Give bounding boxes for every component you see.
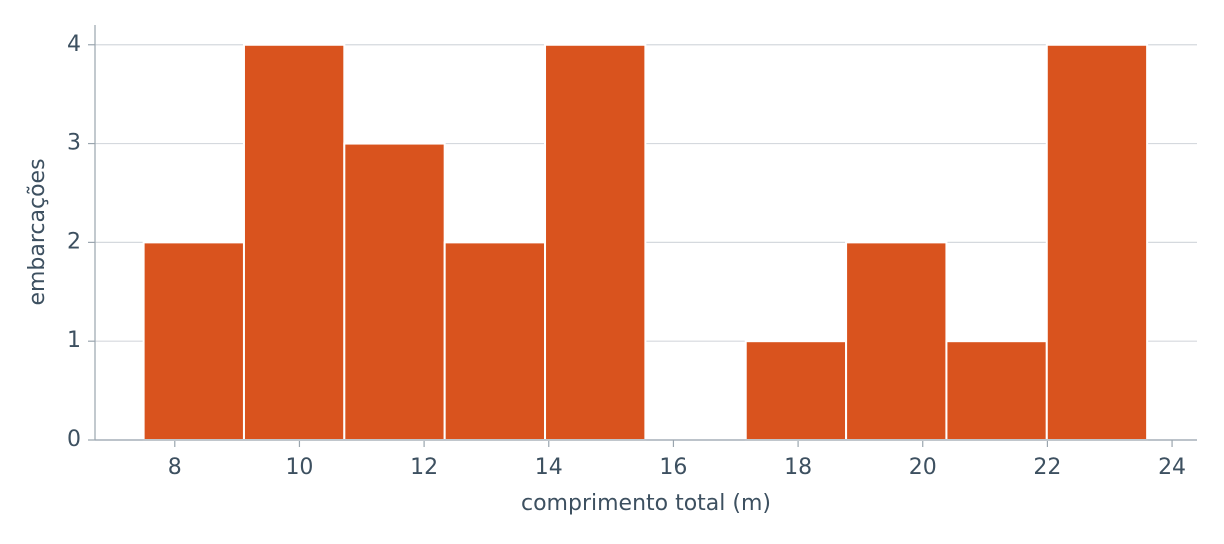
y-tick-label: 0 xyxy=(67,427,81,452)
bar xyxy=(443,241,547,441)
x-tick-label: 18 xyxy=(784,455,812,480)
x-axis-label: comprimento total (m) xyxy=(521,491,771,516)
bar xyxy=(343,142,446,441)
y-tick-label: 2 xyxy=(67,229,81,254)
bar xyxy=(142,241,245,441)
x-tick-label: 8 xyxy=(168,455,182,480)
y-tick-label: 3 xyxy=(67,131,81,156)
bar xyxy=(544,43,647,442)
bar xyxy=(744,340,848,442)
x-tick-label: 16 xyxy=(659,455,687,480)
x-tick-label: 24 xyxy=(1158,455,1186,480)
y-tick-label: 4 xyxy=(67,32,81,57)
x-tick-label: 20 xyxy=(909,455,937,480)
y-tick-label: 1 xyxy=(67,328,81,353)
bar xyxy=(242,43,346,442)
y-axis-label: embarcações xyxy=(25,158,50,305)
x-tick-label: 22 xyxy=(1033,455,1061,480)
x-tick-label: 12 xyxy=(410,455,438,480)
bar xyxy=(945,340,1048,442)
x-tick-label: 10 xyxy=(285,455,313,480)
bar xyxy=(845,241,948,441)
x-tick-label: 14 xyxy=(535,455,563,480)
bar xyxy=(1045,43,1149,442)
